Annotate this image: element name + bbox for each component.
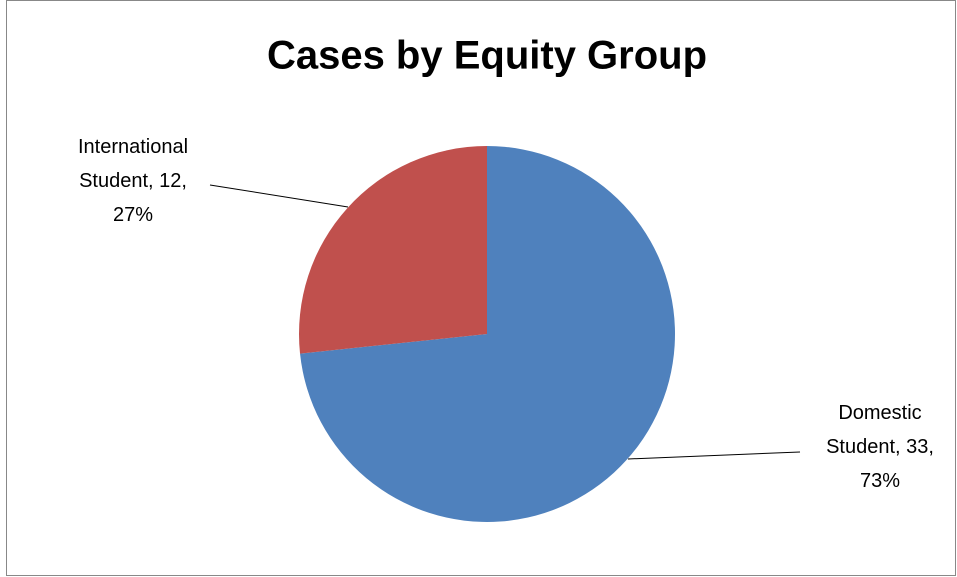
- pie-slice: [298, 146, 487, 354]
- leader-line: [209, 184, 349, 208]
- data-label: International Student, 12, 27%: [77, 136, 189, 226]
- chart-title: Cases by Equity Group: [267, 34, 707, 78]
- data-label: Domestic Student, 33, 73%: [826, 402, 934, 492]
- pie-slice: [300, 146, 676, 522]
- leader-line: [627, 451, 801, 460]
